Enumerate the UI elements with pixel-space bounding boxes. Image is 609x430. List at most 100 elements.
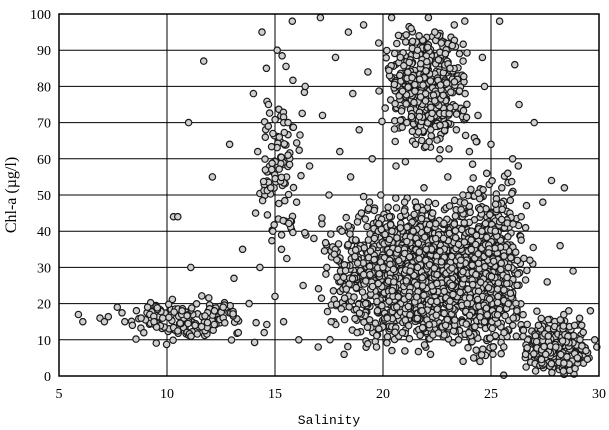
data-point: [401, 347, 409, 355]
data-point: [372, 343, 381, 351]
data-point: [426, 350, 435, 359]
data-point: [407, 24, 415, 33]
data-point: [506, 196, 515, 205]
data-point: [433, 279, 441, 288]
data-point: [434, 55, 443, 64]
data-point: [353, 259, 362, 267]
data-point: [174, 212, 182, 221]
data-point: [261, 166, 270, 174]
data-point: [445, 109, 454, 118]
data-point: [408, 127, 417, 136]
data-point: [405, 292, 413, 301]
data-point: [383, 338, 391, 347]
data-point: [284, 190, 293, 199]
data-point: [358, 288, 367, 296]
data-point: [392, 162, 400, 170]
data-point: [297, 171, 305, 180]
data-point: [370, 255, 379, 264]
data-point: [158, 314, 167, 322]
data-point: [575, 314, 584, 323]
data-point: [363, 323, 372, 332]
data-point: [411, 87, 419, 95]
data-point: [176, 319, 185, 328]
data-point: [405, 252, 414, 261]
data-point: [498, 205, 507, 214]
data-point: [210, 320, 219, 329]
data-point: [298, 109, 307, 118]
data-point: [436, 145, 444, 154]
data-point: [389, 265, 398, 274]
data-point: [326, 230, 335, 238]
data-point: [284, 118, 292, 127]
data-point: [334, 240, 343, 248]
data-point: [266, 184, 275, 192]
data-point: [227, 336, 236, 344]
data-point: [299, 281, 307, 290]
data-point: [263, 211, 272, 219]
data-point: [234, 328, 243, 337]
data-point: [485, 210, 494, 219]
data-point: [221, 318, 229, 327]
data-point: [501, 311, 509, 320]
data-point: [390, 125, 399, 133]
data-point: [418, 306, 426, 315]
data-point: [422, 57, 431, 66]
data-point: [512, 332, 521, 341]
data-point: [353, 328, 361, 337]
data-point: [392, 39, 401, 48]
data-point: [264, 100, 273, 109]
data-point: [420, 291, 428, 300]
data-point: [340, 294, 349, 303]
data-point: [128, 321, 137, 330]
data-point: [422, 67, 430, 75]
data-point: [413, 203, 422, 212]
data-point: [487, 272, 496, 281]
data-point: [436, 121, 444, 130]
data-point: [399, 61, 408, 70]
data-point: [396, 53, 405, 62]
data-point: [459, 267, 467, 276]
data-point: [230, 274, 238, 283]
data-point: [260, 328, 269, 337]
data-point: [282, 254, 291, 263]
x-tick-label-5: 5: [56, 387, 63, 402]
data-point: [251, 209, 260, 217]
data-point: [473, 295, 482, 304]
data-point: [433, 136, 441, 144]
data-point: [576, 335, 584, 344]
data-point: [351, 246, 360, 254]
data-point: [387, 13, 396, 22]
data-point: [376, 191, 385, 199]
data-point: [335, 147, 344, 156]
data-point: [441, 49, 450, 58]
data-point: [79, 317, 87, 326]
data-point: [474, 250, 483, 258]
data-point: [476, 357, 484, 366]
data-point: [504, 299, 513, 308]
data-point: [433, 270, 441, 279]
data-point: [488, 324, 497, 333]
data-point: [396, 116, 405, 125]
data-point: [419, 81, 427, 89]
data-point: [459, 40, 468, 49]
data-point: [366, 270, 374, 279]
data-point: [338, 227, 346, 236]
data-point: [379, 263, 387, 272]
data-point: [373, 306, 382, 315]
data-point: [495, 17, 504, 26]
data-point: [238, 245, 247, 254]
data-point: [446, 64, 454, 73]
data-point: [391, 194, 400, 202]
data-point: [169, 336, 177, 345]
data-point: [253, 147, 262, 156]
data-point: [406, 267, 414, 276]
data-point: [271, 292, 279, 301]
data-point: [383, 314, 392, 322]
data-point: [530, 118, 539, 127]
data-point: [402, 237, 411, 246]
data-point: [370, 234, 379, 243]
data-point: [531, 367, 540, 375]
data-point: [340, 315, 349, 324]
data-point: [526, 256, 534, 265]
data-point: [423, 43, 432, 52]
